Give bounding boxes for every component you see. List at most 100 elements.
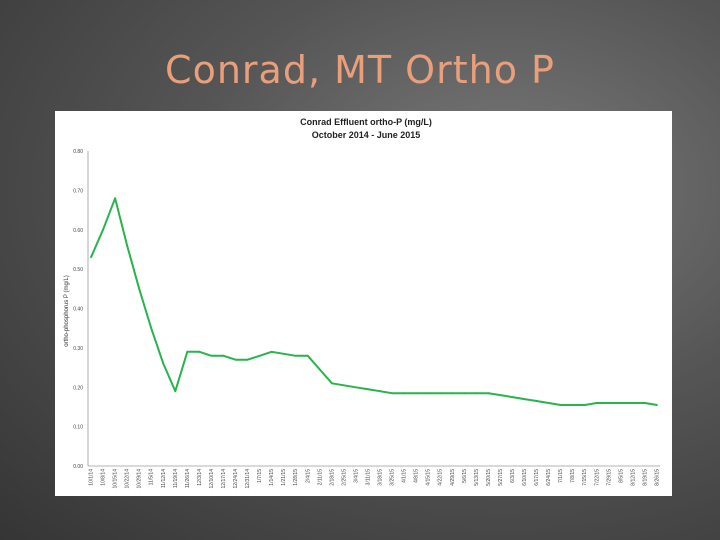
x-tick-label: 6/24/15 (546, 469, 552, 486)
x-tick-label: 2/18/15 (329, 469, 335, 486)
x-tick-label: 2/11/15 (317, 469, 323, 486)
y-tick-label: 0.10 (73, 425, 83, 431)
x-tick-label: 11/19/14 (173, 469, 179, 488)
data-point (620, 402, 622, 404)
data-point (463, 392, 466, 395)
data-point (318, 368, 321, 371)
x-tick-label: 10/22/14 (125, 469, 131, 489)
x-tick-label: 7/8/15 (570, 469, 576, 483)
data-point (246, 358, 249, 361)
data-point (258, 354, 261, 357)
x-tick-label: 1/14/15 (269, 469, 275, 486)
y-axis-label: ortho-phosphorus P (mg/L) (64, 275, 70, 347)
x-tick-label: 6/10/15 (522, 469, 528, 486)
data-point (595, 402, 598, 404)
effluent-ortho-p-chart: Conrad Effluent ortho-P (mg/L) October 2… (64, 117, 661, 489)
data-point (475, 392, 478, 395)
data-point (343, 384, 345, 387)
data-point (547, 402, 550, 404)
data-point (644, 402, 646, 404)
y-tick-label: 0.80 (73, 149, 83, 155)
data-point (114, 197, 116, 200)
x-tick-label: 2/25/15 (341, 469, 347, 486)
y-axis-ticks: 0.00 0.10 0.20 0.30 0.40 0.50 0.60 0.70 0.80 (73, 149, 83, 470)
data-point (656, 404, 658, 406)
x-axis-ticks: 10/1/14 10/8/14 10/15/14 10/22/14 10/29/14 11… (89, 469, 661, 489)
x-tick-label: 8/12/15 (630, 469, 636, 486)
x-tick-label: 12/10/14 (209, 469, 215, 489)
x-tick-label: 1/21/15 (281, 469, 287, 486)
y-tick-label: 0.30 (73, 346, 83, 352)
y-tick-label: 0.60 (73, 228, 83, 234)
data-point (367, 388, 369, 391)
x-tick-label: 4/1/15 (402, 469, 408, 483)
data-point (126, 244, 128, 247)
y-tick-label: 0.70 (73, 188, 83, 194)
data-point (379, 390, 381, 393)
x-tick-label: 6/17/15 (534, 469, 540, 486)
data-point (511, 396, 514, 398)
data-point (499, 394, 502, 396)
data-point (174, 390, 177, 393)
x-tick-label: 5/27/15 (498, 469, 504, 486)
data-point (607, 402, 610, 404)
x-tick-label: 3/4/15 (353, 469, 359, 483)
data-point (451, 392, 454, 395)
data-point (523, 398, 526, 400)
x-tick-label: 11/12/14 (161, 469, 167, 488)
x-tick-label: 4/15/15 (426, 469, 432, 486)
x-tick-label: 10/1/14 (89, 469, 95, 486)
x-tick-label: 5/20/15 (486, 469, 492, 486)
data-point (571, 404, 574, 406)
x-tick-label: 11/5/14 (149, 469, 155, 486)
x-tick-label: 4/8/15 (414, 469, 420, 483)
data-point (222, 354, 225, 357)
y-tick-label: 0.20 (73, 385, 83, 391)
x-tick-label: 7/29/15 (606, 469, 612, 486)
data-point (439, 392, 442, 395)
x-tick-label: 5/6/15 (462, 469, 468, 483)
data-point (282, 352, 285, 355)
x-tick-label: 7/1/15 (558, 469, 564, 483)
data-point (632, 402, 634, 404)
x-tick-label: 11/26/14 (185, 469, 191, 488)
x-tick-label: 3/11/15 (365, 469, 371, 486)
y-tick-label: 0.00 (73, 464, 83, 470)
data-point (270, 350, 273, 353)
data-point (391, 392, 393, 395)
data-point (186, 350, 189, 353)
data-point (487, 392, 490, 395)
data-point (198, 350, 201, 353)
data-point (162, 362, 165, 365)
data-point (150, 327, 153, 330)
x-tick-label: 12/3/14 (197, 469, 203, 486)
data-point (331, 382, 333, 385)
data-point (403, 392, 405, 395)
chart-title: Conrad Effluent ortho-P (mg/L) (300, 117, 432, 127)
x-tick-label: 6/3/15 (510, 469, 516, 483)
x-tick-label: 7/15/15 (582, 469, 588, 486)
data-point (294, 354, 297, 357)
x-tick-label: 4/29/15 (450, 469, 456, 486)
x-tick-label: 4/22/15 (438, 469, 444, 486)
chart-subtitle: October 2014 - June 2015 (312, 130, 421, 140)
data-point (583, 404, 586, 406)
x-tick-label: 3/25/15 (390, 469, 396, 486)
x-tick-label: 3/18/15 (378, 469, 384, 486)
x-tick-label: 2/4/15 (305, 469, 311, 483)
data-point (559, 404, 562, 406)
data-point (210, 354, 213, 357)
x-tick-label: 10/15/14 (113, 469, 119, 489)
y-tick-label: 0.40 (73, 307, 83, 313)
x-tick-label: 8/19/15 (642, 469, 648, 486)
x-tick-label: 10/29/14 (137, 469, 143, 489)
x-tick-label: 8/26/15 (655, 469, 661, 486)
x-tick-label: 7/22/15 (594, 469, 600, 486)
series-line-0 (90, 197, 658, 406)
slide-title: Conrad, MT Ortho P (165, 48, 555, 92)
x-tick-label: 12/31/14 (245, 469, 251, 489)
chart-panel: Conrad Effluent ortho-P (mg/L) October 2… (55, 111, 672, 496)
data-point (415, 392, 417, 395)
data-point (102, 228, 104, 231)
data-point (355, 386, 357, 389)
